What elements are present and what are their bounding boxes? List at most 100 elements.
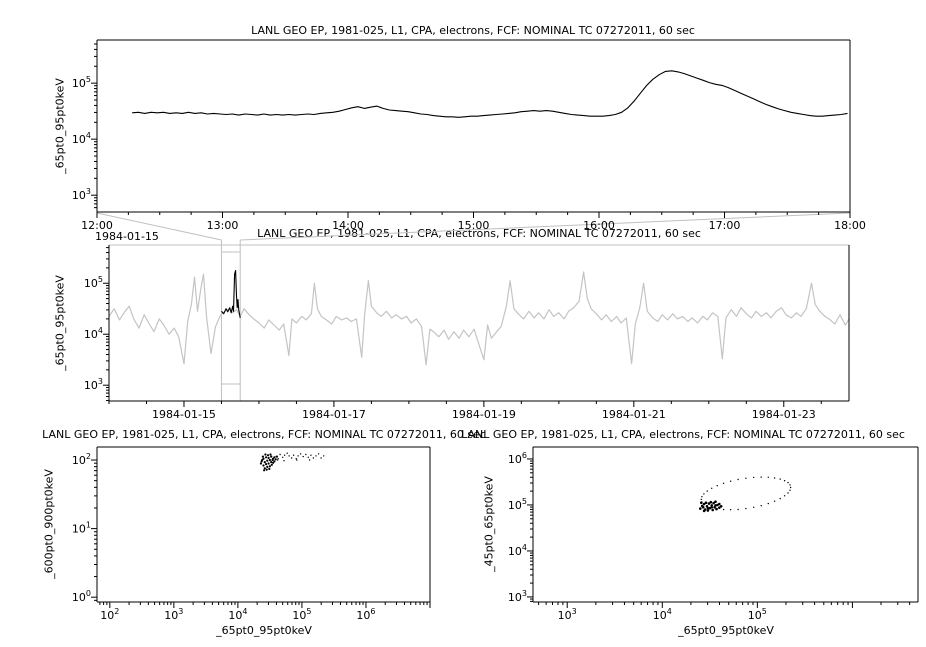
scatter-point-p3	[277, 458, 279, 460]
tick-label: 101	[72, 521, 91, 536]
scatter-point-p4	[719, 505, 723, 508]
scatter-point-p3	[305, 453, 307, 456]
scatter-point-p4	[714, 504, 717, 507]
tick-label: 1984-01-15	[152, 408, 216, 421]
scatter-point-p3	[275, 455, 277, 458]
scatter-point-p3	[315, 455, 317, 457]
tick-label: 104	[84, 326, 103, 341]
scatter-point-p3	[307, 456, 309, 458]
tick-label: 105	[748, 607, 767, 622]
scatter-point-p3	[299, 453, 302, 455]
plot3-title: LANL GEO EP, 1981-025, L1, CPA, electron…	[42, 428, 486, 441]
scatter-point-p4	[760, 476, 762, 478]
context-connector-left	[96, 212, 222, 241]
scatter-point-p4	[700, 501, 703, 505]
scatter-point-p4	[729, 480, 732, 482]
scatter-point-p3	[286, 452, 288, 454]
scatter-point-p3	[312, 457, 315, 459]
scatter-point-p4	[745, 507, 747, 510]
tick-label: 1984-01-19	[452, 408, 516, 421]
tick-label: 105	[72, 75, 91, 90]
scatter-point-p4	[753, 506, 755, 508]
scatter-point-p4	[712, 501, 715, 505]
scatter-point-p3	[266, 454, 270, 457]
tick-label: 16:00	[583, 219, 615, 232]
scatter-point-p4	[706, 506, 710, 510]
scatter-point-p3	[272, 461, 275, 464]
scatter-point-p3	[267, 456, 270, 460]
scatter-point-p4	[706, 490, 708, 492]
tick-label: 14:00	[332, 219, 364, 232]
tick-label: 106	[356, 607, 375, 622]
scatter-point-p4	[711, 508, 714, 512]
scatter-point-p4	[787, 481, 789, 484]
scatter-point-p4	[700, 504, 704, 508]
scatter-point-p3	[260, 460, 263, 463]
scatter-point-p4	[767, 476, 769, 478]
tick-label: 18:00	[834, 219, 866, 232]
tick-label: 102	[100, 607, 119, 622]
scatter-point-p3	[279, 453, 281, 456]
scatter-point-p3	[288, 455, 290, 457]
tick-label: 104	[72, 131, 91, 146]
plot-area-p1[interactable]	[97, 40, 850, 212]
scatter-point-p3	[323, 455, 325, 457]
scatter-point-p3	[265, 463, 268, 466]
scatter-point-p4	[711, 487, 713, 489]
scatter-point-p4	[773, 477, 776, 479]
scatter-point-p4	[703, 493, 705, 495]
tick-label: 1984-01-23	[752, 408, 816, 421]
scatter-point-p4	[760, 505, 762, 507]
tick-label: 1984-01-17	[302, 408, 366, 421]
scatter-point-p3	[264, 453, 267, 456]
plot1-title: LANL GEO EP, 1981-025, L1, CPA, electron…	[251, 24, 695, 37]
tick-label: 105	[508, 497, 527, 512]
scatter-point-p3	[296, 459, 298, 461]
scatter-point-p4	[706, 509, 710, 512]
scatter-point-p3	[266, 459, 269, 462]
tick-label: 13:00	[207, 219, 239, 232]
scatter-point-p4	[767, 502, 769, 505]
scatter-point-p4	[737, 508, 739, 511]
tick-label: 106	[508, 451, 527, 466]
scatter-point-p3	[263, 461, 266, 464]
plot4-title: LANL GEO EP, 1981-025, L1, CPA, electron…	[461, 428, 905, 441]
scatter-point-p4	[729, 509, 732, 511]
scatter-point-p3	[262, 457, 265, 460]
scatter-point-p4	[704, 501, 708, 505]
plot2-title: LANL GEO EP, 1981-025, L1, CPA, electron…	[257, 227, 701, 240]
scatter-point-p3	[291, 457, 293, 459]
data-series-p2	[108, 271, 850, 366]
scatter-point-p3	[295, 458, 297, 460]
scatter-point-p3	[273, 460, 276, 463]
scatter-point-p3	[308, 459, 311, 461]
scatter-point-p3	[270, 461, 273, 464]
plot-area-p4[interactable]	[533, 447, 918, 602]
scatter-point-p3	[268, 467, 271, 470]
tick-label: 12:00	[81, 219, 113, 232]
scatter-point-p3	[283, 454, 286, 456]
scatter-point-p3	[270, 455, 273, 458]
scatter-point-p3	[282, 456, 284, 458]
scatter-point-p3	[261, 455, 264, 458]
scatter-point-p4	[789, 486, 792, 489]
tick-label: 104	[653, 607, 672, 622]
scatter-point-p3	[297, 455, 299, 457]
scatter-point-p4	[773, 500, 776, 502]
scatter-point-p4	[787, 492, 789, 494]
tick-label: 15:00	[458, 219, 490, 232]
tick-label: 100	[72, 589, 91, 604]
tick-label: 1984-01-21	[602, 408, 666, 421]
scatter-point-p3	[266, 465, 269, 468]
scatter-point-p3	[302, 455, 304, 458]
scatter-point-p4	[702, 502, 706, 506]
tick-label: 105	[292, 607, 311, 622]
plot-area-p2[interactable]	[109, 245, 849, 401]
scatter-point-p4	[716, 485, 718, 487]
scatter-point-p4	[722, 482, 725, 484]
scatter-point-p4	[718, 506, 721, 510]
scatter-point-p3	[283, 460, 285, 462]
context-connector-right	[240, 212, 851, 241]
tick-label: 103	[72, 187, 91, 202]
